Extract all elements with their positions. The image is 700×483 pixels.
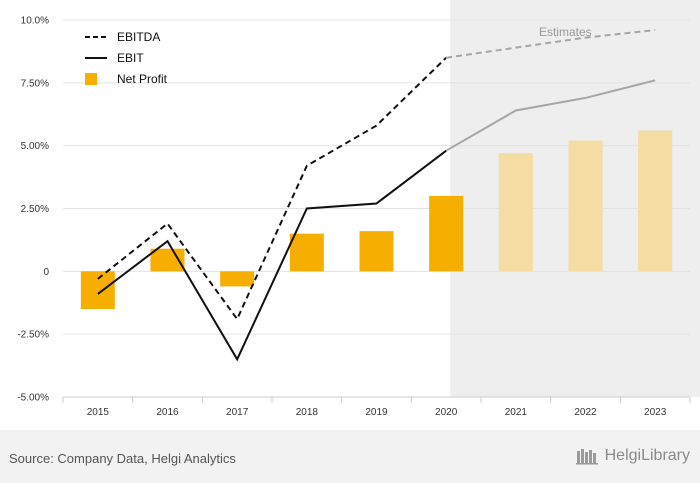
- x-tick-label: 2016: [156, 407, 179, 418]
- legend-swatch-net-profit: [85, 73, 97, 85]
- legend-item-ebit[interactable]: EBIT: [85, 51, 144, 65]
- legend: EBITDA EBIT Net Profit: [85, 30, 168, 86]
- y-tick-label: 7.50%: [21, 78, 49, 89]
- net-profit-bar: [429, 195, 464, 272]
- brand[interactable]: HelgiLibrary: [575, 447, 690, 465]
- y-tick-label: 2.50%: [21, 204, 49, 215]
- y-tick-label: -2.50%: [17, 330, 49, 341]
- ebitda-estimate-line: [446, 29, 656, 59]
- brand-name: HelgiLibrary: [604, 447, 690, 464]
- ebit-line: [97, 149, 447, 362]
- legend-item-ebitda[interactable]: EBITDA: [85, 30, 160, 44]
- x-tick-label: 2018: [296, 407, 319, 418]
- net-profit-bar: [80, 271, 115, 310]
- legend-label-ebit: EBIT: [117, 51, 144, 65]
- net-profit-bar: [359, 231, 394, 272]
- source-note: Source: Company Data, Helgi Analytics: [9, 451, 236, 466]
- x-tick-label: 2017: [226, 407, 249, 418]
- ebit-estimate-line: [445, 79, 656, 152]
- y-tick-label: 10.0%: [21, 16, 49, 27]
- net-profit-bar: [220, 271, 255, 287]
- y-tick-label: 5.00%: [21, 141, 49, 152]
- x-tick-label: 2023: [644, 407, 667, 418]
- x-tick-label: 2021: [505, 407, 528, 418]
- footer: Source: Company Data, Helgi Analytics He…: [0, 430, 700, 483]
- chart-svg: Estimates -5.00% -2.50% 0 2.50% 5.00% 7.50% 10.…: [17, 0, 700, 418]
- y-tick-label: 0: [43, 267, 49, 278]
- library-icon: [575, 449, 598, 465]
- net-profit-bar: [498, 153, 533, 272]
- legend-label-ebitda: EBITDA: [117, 30, 160, 44]
- y-tick-label: -5.00%: [17, 393, 49, 404]
- ebitda-line: [97, 56, 447, 322]
- net-profit-bar: [289, 233, 324, 272]
- x-tick-label: 2019: [365, 407, 388, 418]
- x-tick-label: 2022: [574, 407, 597, 418]
- net-profit-bar: [568, 140, 603, 272]
- x-tick-label: 2020: [435, 407, 458, 418]
- estimates-label: Estimates: [539, 25, 592, 39]
- legend-item-net-profit[interactable]: Net Profit: [85, 72, 168, 86]
- x-tick-label: 2015: [87, 407, 110, 418]
- net-profit-bar: [638, 130, 673, 272]
- legend-label-net-profit: Net Profit: [117, 72, 168, 86]
